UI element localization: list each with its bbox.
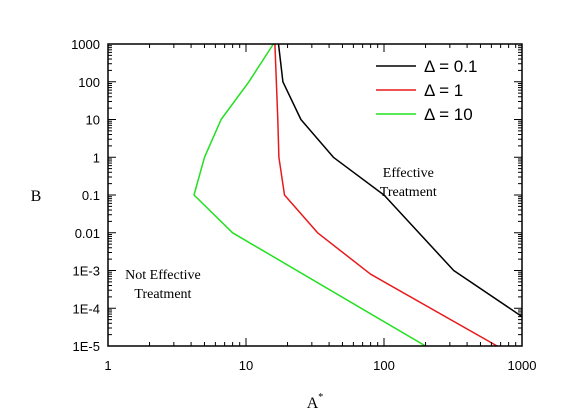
legend-label-2: Δ = 1	[424, 81, 463, 100]
x-axis-title-text: A	[307, 395, 319, 412]
y-tick-label: 10	[86, 113, 100, 128]
legend-label-3: Δ = 10	[424, 105, 473, 124]
x-axis-title: A*	[307, 392, 324, 412]
x-tick-label: 100	[373, 358, 395, 373]
series-line-2	[274, 43, 498, 347]
y-tick-label: 1	[93, 150, 100, 165]
ticks-layer: 1 10 100 1000 1000 100 10 1 0.1 0.01 1E-3 1E-4 1E-5	[71, 37, 536, 373]
x-tick-label: 1000	[508, 358, 537, 373]
y-tick-label: 100	[78, 75, 100, 90]
y-tick-label: 1000	[71, 37, 100, 52]
x-axis-title-superscript: *	[318, 392, 323, 403]
annotation-2-line-1: Not Effective	[125, 268, 201, 283]
legend: Δ = 0.1 Δ = 1 Δ = 10	[376, 57, 477, 124]
legend-label-1: Δ = 0.1	[424, 57, 477, 76]
x-tick-label: 1	[104, 358, 111, 373]
x-tick-label: 10	[239, 358, 253, 373]
y-tick-label: 0.01	[75, 226, 100, 241]
y-tick-label: 0.1	[82, 188, 100, 203]
annotation-layer: Effective Treatment Not Effective Treatment	[125, 166, 437, 302]
y-axis-title: B	[31, 188, 42, 205]
series-line-3	[193, 43, 426, 347]
series-line-1	[277, 43, 523, 318]
y-tick-label: 1E-3	[73, 264, 100, 279]
y-tick-label: 1E-4	[73, 301, 100, 316]
annotation-2-line-2: Treatment	[134, 287, 191, 302]
annotation-1-line-2: Treatment	[380, 185, 437, 200]
series-layer	[193, 43, 523, 347]
y-tick-label: 1E-5	[73, 339, 100, 354]
annotation-1-line-1: Effective	[383, 166, 434, 181]
